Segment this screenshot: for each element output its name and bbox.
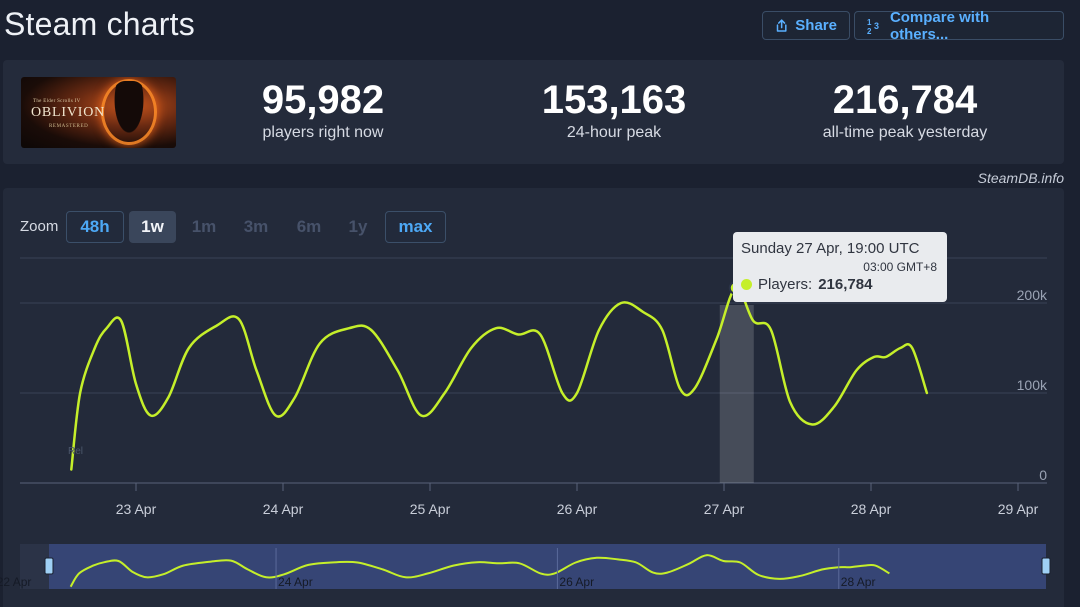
compare-button[interactable]: 1 2 3 Compare with others... — [854, 8, 1064, 43]
series-line-players[interactable] — [70, 286, 929, 471]
zoom-6m-button[interactable]: 6m — [296, 217, 322, 236]
compare-icon: 1 2 3 — [867, 18, 879, 35]
share-icon — [776, 18, 787, 32]
chart-gridlines — [20, 257, 1047, 484]
navigator-outside — [20, 544, 49, 589]
range-navigator[interactable]: 22 Apr 24 Apr 26 Apr 28 Apr — [0, 544, 1051, 589]
svg-text:3: 3 — [874, 20, 879, 30]
series-color-dot — [741, 279, 752, 290]
steamdb-credit: SteamDB.info — [977, 170, 1064, 186]
y-tick-label: 0 — [1039, 467, 1047, 483]
y-tick-label: 100k — [1017, 377, 1048, 393]
stat-24h-peak: 153,163 24-hour peak — [494, 78, 734, 142]
stat-value: 153,163 — [541, 78, 687, 122]
stats-panel: The Elder Scrolls IV OBLIVION REMASTERED… — [3, 60, 1064, 164]
zoom-48h-button[interactable]: 48h — [66, 211, 124, 243]
tooltip-series-label: Players: — [758, 276, 813, 293]
navigator-right-handle[interactable] — [1041, 557, 1051, 575]
zoom-1y-button[interactable]: 1y — [348, 217, 368, 236]
compare-label: Compare with others... — [889, 8, 990, 43]
tooltip-datetime: Sunday 27 Apr, 19:00 UTC — [741, 240, 920, 257]
chart-tooltip: Sunday 27 Apr, 19:00 UTC 03:00 GMT+8 Pla… — [733, 232, 947, 302]
game-art-series: The Elder Scrolls IV — [33, 99, 81, 104]
navigator-series-line — [69, 554, 890, 588]
svg-text:1: 1 — [867, 18, 872, 27]
zoom-3m-button[interactable]: 3m — [243, 217, 269, 236]
x-tick-label: 25 Apr — [410, 501, 451, 517]
navigator-tick-label: 22 Apr — [0, 575, 31, 589]
release-marker[interactable]: Rel — [68, 446, 83, 457]
navigator-selection[interactable] — [49, 544, 1046, 589]
x-tick-label: 27 Apr — [704, 501, 745, 517]
zoom-1m-button[interactable]: 1m — [191, 217, 217, 236]
stat-label: all-time peak yesterday — [822, 124, 988, 141]
tooltip-local-time: 03:00 GMT+8 — [863, 260, 937, 274]
x-axis-ticks: 23 Apr 24 Apr 25 Apr 26 Apr 27 Apr 28 Apr 29 A… — [116, 483, 1039, 517]
stat-players-now: 95,982 players right now — [203, 78, 443, 142]
game-art-subtitle: REMASTERED — [49, 124, 89, 129]
game-capsule-image[interactable]: The Elder Scrolls IV OBLIVION REMASTERED — [21, 77, 176, 148]
stat-all-time-peak: 216,784 all-time peak yesterday — [785, 78, 1025, 142]
x-tick-label: 26 Apr — [557, 501, 598, 517]
y-tick-label: 200k — [1017, 287, 1048, 303]
hover-highlight-band — [719, 305, 754, 483]
tooltip-value: 216,784 — [818, 276, 873, 293]
y-axis-ticks: 0 100k 200k — [1017, 287, 1048, 483]
x-tick-label: 29 Apr — [998, 501, 1039, 517]
x-tick-label: 24 Apr — [263, 501, 304, 517]
share-label: Share — [795, 17, 837, 34]
stat-value: 95,982 — [261, 78, 385, 122]
navigator-ticks: 22 Apr 24 Apr 26 Apr 28 Apr — [0, 548, 875, 589]
stat-label: players right now — [262, 124, 384, 141]
navigator-tick-label: 28 Apr — [841, 575, 876, 589]
tooltip-series-row: Players: 216,784 — [741, 276, 872, 293]
zoom-1w-button[interactable]: 1w — [129, 211, 176, 243]
game-art-figure — [109, 81, 149, 145]
svg-text:2: 2 — [867, 26, 872, 34]
zoom-label: Zoom — [20, 218, 59, 235]
stat-label: 24-hour peak — [566, 124, 662, 141]
navigator-tick-label: 24 Apr — [278, 575, 313, 589]
zoom-max-button[interactable]: max — [385, 211, 446, 243]
x-tick-label: 28 Apr — [851, 501, 892, 517]
navigator-tick-label: 26 Apr — [559, 575, 594, 589]
game-art-logo: OBLIVION — [31, 105, 106, 120]
x-tick-label: 23 Apr — [116, 501, 157, 517]
stat-value: 216,784 — [832, 78, 978, 122]
page-title: Steam charts — [4, 6, 195, 42]
navigator-left-handle[interactable] — [44, 557, 54, 575]
share-button[interactable]: Share — [762, 11, 850, 40]
